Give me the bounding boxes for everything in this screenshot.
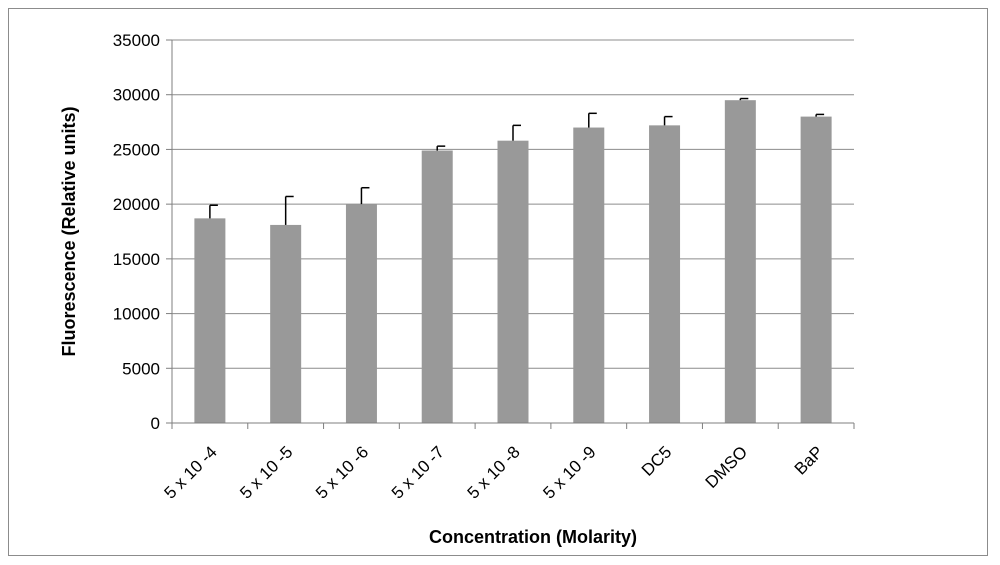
bar (800, 116, 832, 423)
x-tick-label: 5 x 10 -6 (312, 442, 372, 502)
axes (166, 39, 855, 429)
y-tick-label: 35000 (113, 31, 160, 50)
bar (194, 218, 226, 423)
bar-chart: 0 5000 10000 15000 20000 25000 30000 35000 5 x … (59, 31, 855, 547)
x-tick-label: 5 x 10 -7 (388, 442, 448, 502)
y-tick-label: 20000 (113, 195, 160, 214)
bar (573, 127, 605, 424)
x-tick-label: 5 x 10 -5 (236, 442, 296, 502)
y-tick-label: 10000 (113, 305, 160, 324)
y-tick-label: 30000 (113, 86, 160, 105)
x-tick-label: 5 x 10 -9 (539, 442, 599, 502)
x-axis-title: Concentration (Molarity) (429, 527, 637, 547)
y-axis-title: Fluorescence (Relative units) (59, 106, 79, 356)
x-tick-labels: 5 x 10 -4 5 x 10 -5 5 x 10 -6 5 x 10 -7 5 x … (161, 442, 827, 502)
x-tick-label: 5 x 10 -4 (161, 442, 221, 502)
bar (724, 100, 756, 423)
x-tick-label: 5 x 10 -8 (464, 442, 524, 502)
y-tick-label: 0 (151, 414, 160, 433)
bar (270, 224, 302, 423)
y-tick-label: 25000 (113, 140, 160, 159)
bars (194, 100, 832, 424)
x-tick-label: BaP (791, 442, 827, 478)
error-bars (209, 97, 825, 225)
x-tick-label: DMSO (702, 442, 751, 491)
x-tick-label: DC5 (638, 442, 675, 479)
chart-frame: 0 5000 10000 15000 20000 25000 30000 35000 5 x … (8, 8, 988, 556)
y-tick-labels: 0 5000 10000 15000 20000 25000 30000 35000 (113, 31, 160, 433)
bar (421, 150, 453, 423)
bar (649, 125, 681, 424)
bar (345, 204, 377, 423)
y-tick-label: 5000 (122, 359, 160, 378)
y-tick-label: 15000 (113, 250, 160, 269)
bar (497, 140, 529, 423)
